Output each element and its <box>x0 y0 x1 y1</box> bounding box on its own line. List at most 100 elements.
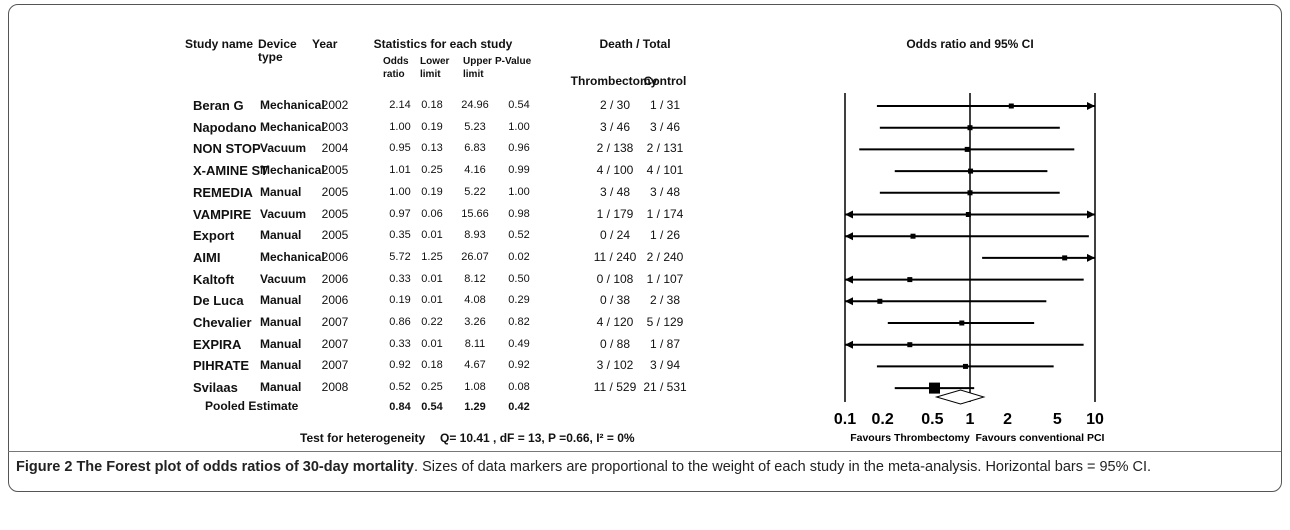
study-name: EXPIRA <box>193 336 242 352</box>
arrow-head <box>1087 102 1095 110</box>
caption-label: Figure 2 <box>16 459 73 475</box>
cell: 1.00 <box>389 120 411 133</box>
pooled-diamond <box>934 389 986 405</box>
header: Control <box>643 74 687 88</box>
x-tick-label: 0.1 <box>834 411 856 428</box>
arrow-head <box>1087 253 1095 262</box>
cell: 11 / 240 <box>593 249 637 264</box>
cell: 2005 <box>321 163 349 178</box>
cell: 0.33 <box>389 272 411 285</box>
odds-ratio-marker <box>967 190 973 196</box>
separator <box>8 451 1281 452</box>
odds-ratio-marker <box>964 146 970 152</box>
cell: 0.97 <box>389 207 411 220</box>
cell: 1.25 <box>421 250 443 263</box>
cell: 0.01 <box>421 294 443 307</box>
cell: 0.01 <box>421 229 443 242</box>
cell: 0.22 <box>421 316 443 328</box>
cell: 1 / 26 <box>649 228 681 243</box>
cell: 3 / 48 <box>649 184 681 199</box>
cell: 0.18 <box>421 359 443 372</box>
cell: 5.22 <box>464 185 486 198</box>
cell: Manual <box>260 293 302 308</box>
cell: 6.83 <box>464 142 486 155</box>
odds-ratio-marker <box>1062 255 1068 261</box>
cell: 0.25 <box>421 381 443 394</box>
cell: Vacuum <box>260 141 307 156</box>
study-name: Chevalier <box>193 315 252 330</box>
pooled-cell: 0.84 <box>389 401 411 413</box>
header: Study name <box>185 37 254 51</box>
cell: 2 / 38 <box>649 293 681 308</box>
odds-ratio-marker <box>1008 103 1014 109</box>
cell: 2007 <box>321 336 349 351</box>
cell: 2 / 138 <box>596 141 634 156</box>
cell: 0.52 <box>389 381 411 394</box>
study-name: Export <box>193 228 235 244</box>
cell: 2006 <box>321 249 349 264</box>
odds-ratio-marker <box>962 363 968 369</box>
cell: 5 / 129 <box>646 315 684 329</box>
cell: 3.26 <box>464 316 486 328</box>
arrow-head <box>1087 210 1095 219</box>
cell: 0.13 <box>421 142 443 155</box>
study-name: De Luca <box>193 293 244 309</box>
cell: 0 / 88 <box>599 336 631 351</box>
pooled-cell: 0.54 <box>421 401 443 413</box>
header: Statistics for each study <box>373 37 513 51</box>
pooled-cell: 1.29 <box>464 401 486 413</box>
forest-plot: 0.1 0.2 0.5 1 2 5 10 Favours Thrombectomy Favour… <box>834 93 1105 444</box>
cell: 1 / 179 <box>596 206 634 221</box>
cell: 0.52 <box>508 229 530 242</box>
cell: 2007 <box>321 315 349 329</box>
cell: 0.82 <box>508 316 530 328</box>
header: P-Value <box>495 56 532 67</box>
cell: 3 / 48 <box>599 184 631 199</box>
x-tick-label: 0.2 <box>872 411 894 428</box>
cell: 0 / 38 <box>599 293 631 308</box>
cell: 2005 <box>321 228 349 243</box>
cell: 0.54 <box>508 99 530 111</box>
cell: Vacuum <box>260 271 307 286</box>
cell: Manual <box>260 336 302 351</box>
study-name: NON STOP <box>193 141 261 157</box>
cell: 1.00 <box>508 120 530 133</box>
cell: 0.19 <box>421 185 443 198</box>
study-name: Beran G <box>193 98 244 113</box>
odds-ratio-marker <box>929 382 941 394</box>
x-label: Favours Thrombectomy <box>850 432 970 444</box>
cell: 2.14 <box>389 99 411 111</box>
cell: 21 / 531 <box>643 380 687 395</box>
cell: 3 / 46 <box>649 119 681 134</box>
arrow-head <box>845 275 853 284</box>
cell: 0.92 <box>389 359 411 372</box>
cell: 1 / 107 <box>646 271 684 286</box>
cell: Manual <box>260 184 302 199</box>
cell: 0.08 <box>508 381 530 394</box>
cell: 2004 <box>321 141 349 156</box>
odds-ratio-marker <box>968 168 974 174</box>
caption-text: . Sizes of data markers are proportional… <box>414 459 1152 475</box>
header: Device type <box>258 37 297 64</box>
cell: Manual <box>260 228 302 243</box>
odds-ratio-marker <box>965 212 971 217</box>
cell: 1.00 <box>389 185 411 198</box>
cell: Mechanical <box>260 119 325 134</box>
cell: 2006 <box>321 271 349 286</box>
cell: 11 / 529 <box>593 380 637 395</box>
x-tick-label: 2 <box>1003 411 1012 428</box>
cell: 0.25 <box>421 164 443 177</box>
cell: 2006 <box>321 293 349 308</box>
cell: 0.01 <box>421 337 443 350</box>
cell: 0.86 <box>389 316 411 328</box>
cell: 1 / 87 <box>649 336 681 351</box>
cell: 0.35 <box>389 229 411 242</box>
x-tick-label: 10 <box>1086 411 1104 428</box>
x-tick-label: 1 <box>966 411 975 428</box>
odds-ratio-marker <box>907 277 913 283</box>
cell: 2 / 30 <box>599 98 631 112</box>
cell: 4.16 <box>464 164 486 177</box>
cell: 4.67 <box>464 359 486 372</box>
cell: 15.66 <box>461 207 489 220</box>
study-name: AIMI <box>193 249 221 265</box>
